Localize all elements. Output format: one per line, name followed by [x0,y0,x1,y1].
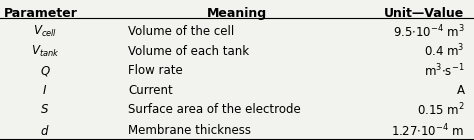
Text: $\mathit{S}$: $\mathit{S}$ [40,103,50,116]
Text: Membrane thickness: Membrane thickness [128,124,251,137]
Text: $1.27{\cdot}10^{-4}$ m: $1.27{\cdot}10^{-4}$ m [392,123,465,139]
Text: $9.5{\cdot}10^{-4}$ m$^3$: $9.5{\cdot}10^{-4}$ m$^3$ [393,23,465,40]
Text: $\mathit{Q}$: $\mathit{Q}$ [40,64,50,78]
Text: $0.4$ m$^3$: $0.4$ m$^3$ [424,43,465,59]
Text: Parameter: Parameter [4,7,78,20]
Text: Unit—Value: Unit—Value [384,7,465,20]
Text: $\mathit{d}$: $\mathit{d}$ [40,124,50,138]
Text: Meaning: Meaning [207,7,267,20]
Text: $V_{\mathit{cell}}$: $V_{\mathit{cell}}$ [33,24,57,39]
Text: Surface area of the electrode: Surface area of the electrode [128,103,301,116]
Text: $\mathit{I}$: $\mathit{I}$ [43,84,47,97]
Text: Volume of the cell: Volume of the cell [128,25,234,38]
Text: m$^3{\cdot}$s$^{-1}$: m$^3{\cdot}$s$^{-1}$ [424,62,465,79]
Text: Current: Current [128,84,173,97]
Text: $0.15$ m$^2$: $0.15$ m$^2$ [417,102,465,118]
Text: $V_{\mathit{tank}}$: $V_{\mathit{tank}}$ [31,44,59,59]
Text: A: A [456,84,465,97]
Text: Volume of each tank: Volume of each tank [128,45,249,58]
Text: Flow rate: Flow rate [128,64,183,77]
